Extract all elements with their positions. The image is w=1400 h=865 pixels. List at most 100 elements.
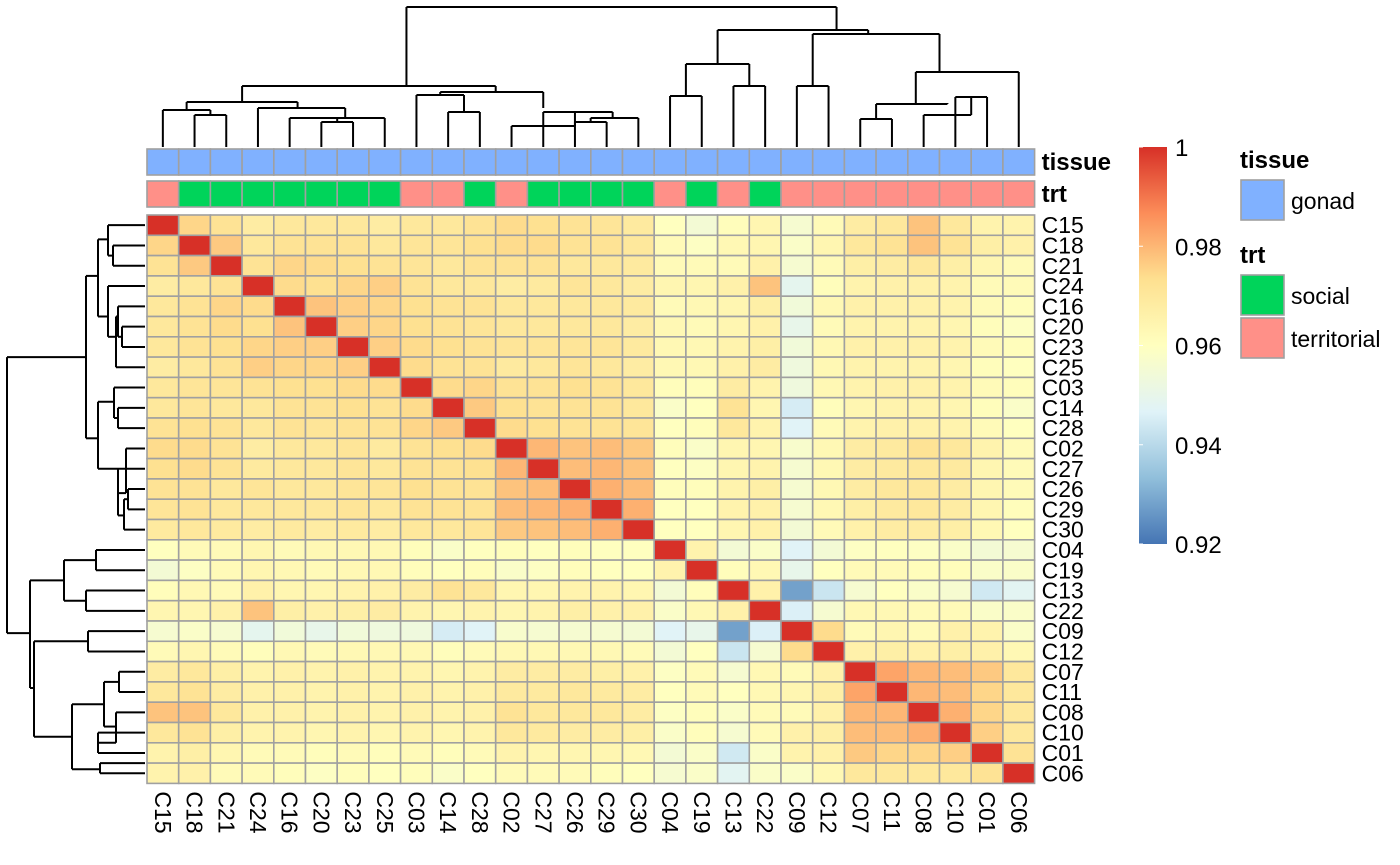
heatmap-cell <box>399 396 434 419</box>
heatmap-cell <box>811 275 846 297</box>
heatmap-cell <box>938 538 973 561</box>
heatmap-cell <box>399 579 434 602</box>
heatmap-cell <box>875 234 909 257</box>
column-label: C03 <box>403 791 429 833</box>
heatmap-cell <box>431 478 465 500</box>
heatmap-cell <box>716 356 751 379</box>
heatmap-cell <box>431 640 465 663</box>
heatmap-cell <box>780 741 814 764</box>
heatmap-cell <box>716 579 751 602</box>
column-label: C30 <box>625 791 651 833</box>
heatmap-cell <box>1002 335 1036 358</box>
heatmap-cell <box>304 275 339 297</box>
heatmap-cell <box>146 254 180 277</box>
heatmap-cell <box>399 559 434 582</box>
heatmap-cell <box>304 538 339 561</box>
heatmap-cell <box>463 721 497 744</box>
heatmap-cell <box>526 214 560 237</box>
heatmap-cell <box>938 254 973 277</box>
heatmap-cell <box>526 701 560 724</box>
heatmap-cell <box>177 478 212 500</box>
row-label: C08 <box>1042 699 1084 725</box>
heatmap-cell <box>241 518 275 541</box>
row-label: C28 <box>1042 415 1084 441</box>
heatmap-cell <box>146 599 180 622</box>
heatmap-cell <box>146 214 180 237</box>
heatmap-cell <box>304 762 339 785</box>
heatmap-cell <box>875 295 909 318</box>
heatmap-cell <box>906 538 941 561</box>
heatmap-cell <box>304 721 339 744</box>
heatmap-cell <box>463 498 497 521</box>
heatmap-cell <box>811 214 846 237</box>
heatmap-cell <box>463 437 497 460</box>
heatmap-cell <box>272 275 307 297</box>
row-label: C29 <box>1042 496 1084 522</box>
heatmap-cell <box>463 762 497 785</box>
heatmap-cell <box>716 599 751 622</box>
heatmap-cell <box>716 518 751 541</box>
heatmap-cell <box>526 498 560 521</box>
heatmap-cell <box>621 335 656 358</box>
heatmap-cell <box>241 376 275 399</box>
heatmap-cell <box>716 214 751 237</box>
heatmap-cell <box>431 660 465 683</box>
heatmap-cell <box>494 437 529 460</box>
heatmap-cell <box>146 356 180 379</box>
heatmap-cell <box>843 620 877 643</box>
heatmap-cell <box>399 660 434 683</box>
tissue-annotation-cell <box>209 148 243 176</box>
heatmap-cell <box>875 762 909 785</box>
row-label: C03 <box>1042 375 1084 401</box>
heatmap-cell <box>368 234 402 257</box>
heatmap-cell <box>938 620 973 643</box>
heatmap-cell <box>685 214 719 237</box>
heatmap-cell <box>336 356 370 379</box>
heatmap-cell <box>811 335 846 358</box>
heatmap-cell <box>177 681 212 704</box>
heatmap-cell <box>621 396 656 419</box>
heatmap-cell <box>938 660 973 683</box>
heatmap-cell <box>368 599 402 622</box>
heatmap-cell <box>146 518 180 541</box>
trt-annotation-cell <box>336 180 370 208</box>
heatmap-cell <box>843 396 877 419</box>
heatmap-cell <box>938 457 973 480</box>
heatmap-cell <box>938 214 973 237</box>
heatmap-cell <box>843 559 877 582</box>
heatmap-cell <box>875 701 909 724</box>
heatmap-cell <box>716 275 751 297</box>
heatmap-cell <box>938 681 973 704</box>
heatmap-cell <box>336 335 370 358</box>
heatmap-cell <box>906 579 941 602</box>
column-label: C14 <box>435 791 461 833</box>
heatmap-cell <box>304 620 339 643</box>
heatmap-cell <box>621 559 656 582</box>
row-label: C20 <box>1042 314 1084 340</box>
heatmap-cell <box>716 660 751 683</box>
heatmap-cell <box>938 234 973 257</box>
heatmap-cell <box>399 437 434 460</box>
column-label: C25 <box>372 791 398 833</box>
heatmap-cell <box>748 437 782 460</box>
heatmap-cell <box>209 538 243 561</box>
heatmap-cell <box>399 599 434 622</box>
heatmap-cell <box>177 234 212 257</box>
trt-annotation-cell <box>970 180 1004 208</box>
heatmap-cell <box>431 214 465 237</box>
heatmap-cell <box>431 315 465 338</box>
column-label: C12 <box>816 791 842 833</box>
heatmap-cell <box>653 538 687 561</box>
legend-item-label: territorial <box>1291 326 1380 352</box>
heatmap-cell <box>399 701 434 724</box>
heatmap-cell <box>558 518 592 541</box>
heatmap-cell <box>368 457 402 480</box>
legend-group-title: trt <box>1240 242 1265 269</box>
heatmap-cell <box>463 741 497 764</box>
heatmap-cell <box>304 457 339 480</box>
heatmap-cell <box>368 417 402 440</box>
row-label: C16 <box>1042 293 1084 319</box>
trt-annotation-cell <box>146 180 180 208</box>
heatmap-cell <box>621 620 656 643</box>
heatmap-cell <box>336 457 370 480</box>
